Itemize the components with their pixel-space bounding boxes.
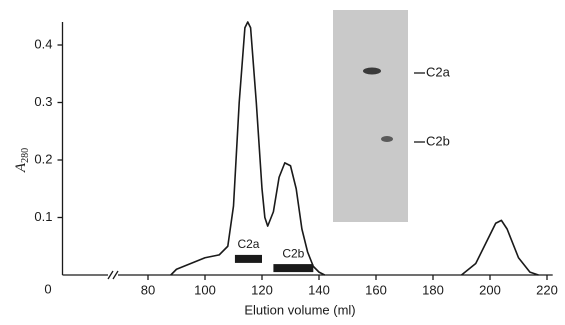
chart: C2a C2b 0 Elution volume (ml) A280 0.1 0.… [0,0,565,320]
gel-band [363,68,381,75]
y-tick-label: 0.3 [34,94,52,109]
x-tick-label: 100 [194,282,216,297]
x-axis-label: Elution volume (ml) [244,302,355,317]
axis-break [108,271,113,279]
x-tick-label: 120 [251,282,273,297]
axis-break [113,271,118,279]
fraction-label: C2b [282,246,304,260]
fraction-bar [235,255,262,263]
y-tick-label: 0.2 [34,151,52,166]
fraction-label: C2a [237,237,259,251]
x-tick-label: 220 [536,282,558,297]
x-tick-label: 140 [308,282,330,297]
y-tick-label: 0.1 [34,209,52,224]
y-axis-label: A280 [13,148,31,173]
gel-image [333,10,408,222]
y-axis-label-sub: 280 [20,148,31,163]
fraction-bar [273,264,313,272]
x-tick-label: 200 [479,282,501,297]
gel-band [381,136,393,142]
x-tick-label: 180 [422,282,444,297]
x-tick-label: 160 [365,282,387,297]
x-origin-label: 0 [44,281,51,296]
gel-label: C2a [426,64,451,79]
x-tick-label: 80 [141,282,155,297]
gel-label: C2b [426,133,450,148]
y-tick-label: 0.4 [34,36,52,51]
